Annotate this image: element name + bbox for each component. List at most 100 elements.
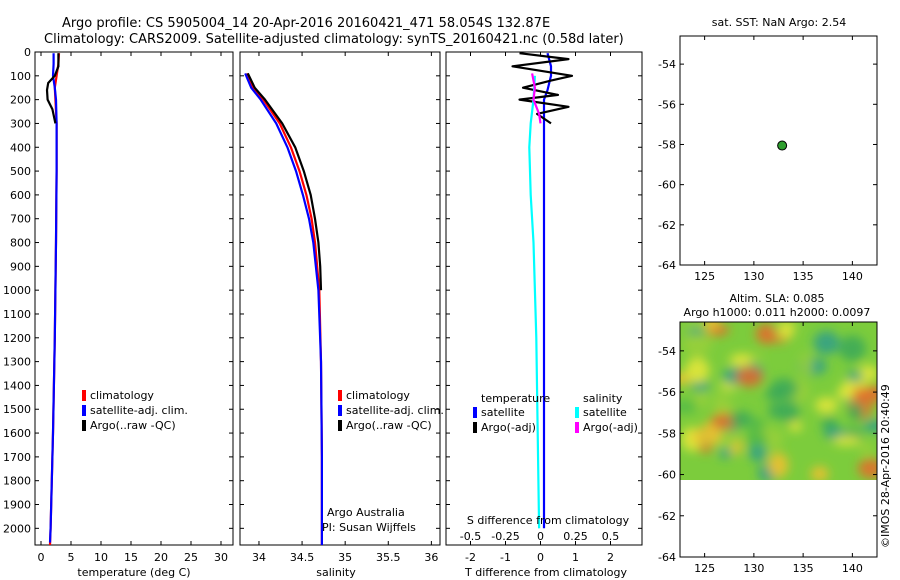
y-tick-label: -62	[658, 510, 676, 523]
salinity-x-label: salinity	[316, 566, 356, 579]
salinity-annotation-line1: Argo Australia	[327, 506, 405, 519]
x-tick-label: 35.5	[376, 551, 401, 564]
sst-map-y-axis: -54 -56 -58 -60 -62 -64	[658, 58, 877, 272]
y-tick-label: 1500	[3, 403, 31, 416]
difference-legend: temperature salinitysatelliteArgo(-adj)sa…	[473, 392, 638, 434]
legend-swatch	[82, 405, 86, 416]
heatmap-cell	[832, 435, 862, 446]
sla-heatmap-blobs	[680, 322, 877, 480]
legend-label: Argo(..raw -QC)	[90, 419, 176, 432]
y-tick-label: 200	[10, 94, 31, 107]
legend-label: satellite-adj. clim.	[346, 404, 444, 417]
legend-swatch	[82, 390, 86, 401]
difference-top-axis-ticks: -0.5 -0.25 0 0.25 0.5	[460, 530, 619, 543]
heatmap-cell	[863, 419, 877, 433]
x-tick-label: 125	[694, 562, 715, 575]
series-line-argo-adj-	[531, 73, 542, 124]
heatmap-cell	[705, 322, 720, 331]
legend-label: climatology	[90, 389, 154, 402]
x-tick-label: 0	[537, 551, 544, 564]
main-title-line1: Argo profile: CS 5905004_14 20-Apr-2016 …	[62, 16, 550, 31]
y-tick-label: 1000	[3, 284, 31, 297]
temperature-y-axis: 0 100 200 300 400 500 600 700 800 900 1000 1100 1200…	[3, 46, 233, 535]
series-line-satellite	[542, 52, 553, 529]
heatmap-cell	[799, 352, 813, 377]
y-tick-label: 900	[10, 260, 31, 273]
sla-map-frame	[679, 321, 878, 558]
heatmap-cell	[788, 421, 803, 432]
legend-label: climatology	[346, 389, 410, 402]
series-line-satellite-adj-clim-	[48, 53, 58, 543]
x-tick-label: 5	[68, 551, 75, 564]
series-line-argo-raw-qc-	[246, 72, 323, 291]
legend-swatch	[82, 420, 86, 431]
difference-y-axis	[446, 51, 642, 529]
x-tick-label: 135	[793, 270, 814, 283]
temperature-x-label: temperature (deg C)	[77, 566, 190, 579]
salinity-plot-frame	[239, 51, 441, 546]
x-tick-label: -2	[465, 551, 476, 564]
temperature-panel: 0100200300400500600700800900100011001200…	[3, 46, 234, 579]
heatmap-cell	[764, 388, 788, 401]
sla-map-panel: Altim. SLA: 0.085 Argo h1000: 0.011 h200…	[658, 292, 878, 575]
heatmap-cell	[848, 402, 864, 421]
x-tick-label: 130	[743, 270, 764, 283]
legend-swatch	[473, 422, 477, 433]
y-tick-label: -64	[658, 551, 676, 564]
sla-heatmap	[680, 322, 877, 480]
heatmap-cell	[813, 330, 840, 355]
y-tick-label: 1700	[3, 451, 31, 464]
x-tick-label: 0	[38, 551, 45, 564]
heatmap-cell	[713, 392, 726, 419]
y-tick-label: -64	[658, 259, 676, 272]
y-tick-label: 2000	[3, 522, 31, 535]
y-tick-label: 1400	[3, 379, 31, 392]
x-tick-label: 130	[743, 562, 764, 575]
y-tick-label: -58	[658, 138, 676, 151]
heatmap-cell	[680, 400, 698, 414]
heatmap-cell	[718, 447, 732, 459]
x-tick-label: 15	[124, 551, 138, 564]
legend-label: satellite	[481, 406, 525, 419]
heatmap-cell	[768, 452, 789, 478]
legend-swatch	[338, 420, 342, 431]
heatmap-cell	[810, 466, 829, 480]
difference-plot-frame	[445, 51, 643, 546]
heatmap-cell	[846, 371, 864, 382]
legend-swatch	[338, 390, 342, 401]
series-line-satellite-adj-clim-	[244, 72, 323, 545]
y-tick-label: 1600	[3, 427, 31, 440]
heatmap-cell	[858, 458, 877, 479]
y-tick-label: -54	[658, 58, 676, 71]
heatmap-cell	[695, 386, 708, 409]
heatmap-cell	[735, 366, 763, 387]
y-tick-label: 500	[10, 165, 31, 178]
heatmap-cell	[838, 335, 866, 362]
x-tick-label: 140	[842, 270, 863, 283]
heatmap-cell	[729, 353, 752, 368]
y-tick-label: 800	[10, 237, 31, 250]
series-line-climatology	[245, 72, 323, 545]
y-tick-label: 1200	[3, 332, 31, 345]
y-tick-label: 600	[10, 189, 31, 202]
top-tick-label: 0	[537, 530, 544, 543]
argo-location-point	[777, 140, 788, 151]
y-tick-label: 100	[10, 70, 31, 83]
x-tick-label: 20	[154, 551, 168, 564]
y-tick-label: -58	[658, 427, 676, 440]
legend-label: Argo(-adj)	[583, 421, 638, 434]
legend-header-salinity: salinity	[583, 392, 623, 405]
salinity-panel: 34 34.5 35 35.5 36 climatology satellite-adj.…	[239, 51, 444, 579]
x-tick-label: 125	[694, 270, 715, 283]
difference-panel: -2 -1 0 1 2 temperature salinitysatelliteArgo…	[445, 51, 643, 579]
y-tick-label: 1900	[3, 499, 31, 512]
heatmap-cell	[755, 323, 778, 345]
y-tick-label: 400	[10, 141, 31, 154]
heatmap-cell	[852, 387, 873, 399]
series-line-argo-raw-qc-	[45, 53, 60, 124]
salinity-annotation-line2: PI: Susan Wijffels	[322, 521, 416, 534]
x-tick-label: 1	[572, 551, 579, 564]
x-tick-label: 25	[184, 551, 198, 564]
heatmap-cell	[748, 444, 767, 462]
